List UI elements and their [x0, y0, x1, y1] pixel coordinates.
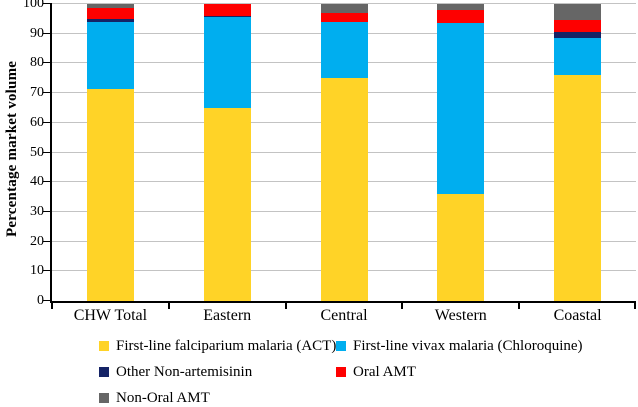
y-tick-mark [43, 92, 50, 94]
legend-item: First-line falciparium malaria (ACT) [99, 336, 336, 356]
y-tick-mark [43, 270, 50, 272]
y-tick-label: 100 [23, 0, 44, 11]
bar-segment [320, 21, 368, 79]
legend-label: Oral AMT [353, 364, 416, 380]
legend-label: Other Non-artemisinin [116, 364, 253, 380]
bar-segment [320, 12, 368, 22]
legend-swatch [99, 393, 109, 403]
x-category-label: Eastern [203, 307, 252, 324]
bar-segment [554, 20, 602, 33]
bar-segment [86, 4, 134, 9]
x-tick-mark [167, 303, 170, 309]
x-category-label: Central [320, 307, 368, 324]
y-tick-label: 0 [37, 293, 44, 308]
bar-segment [203, 15, 251, 18]
y-tick-label: 50 [30, 144, 44, 160]
x-tick-mark [634, 303, 636, 309]
x-tick-mark [518, 303, 521, 309]
x-tick-mark [51, 303, 53, 309]
legend-item: Non-Oral AMT [99, 388, 336, 407]
y-tick-mark [43, 3, 50, 4]
y-tick-label: 10 [30, 263, 44, 279]
y-tick-label: 20 [30, 233, 44, 249]
x-category-label: Coastal [553, 307, 602, 324]
legend-swatch [336, 341, 346, 351]
y-tick-mark [43, 300, 50, 301]
bar-segment [437, 9, 485, 24]
legend: First-line falciparium malaria (ACT) Firs… [99, 336, 599, 407]
y-tick-mark [43, 121, 50, 123]
y-tick-label: 80 [30, 55, 44, 71]
bar-segment [86, 18, 134, 22]
bar-segment [203, 4, 251, 16]
y-axis-tick-labels: 0 10 20 30 40 50 60 70 80 90 100 [0, 0, 44, 308]
bar-segment [86, 8, 134, 19]
bar-segment [554, 32, 602, 39]
y-tick-label: 90 [30, 25, 44, 41]
y-tick-mark [43, 181, 50, 183]
plot-area [43, 3, 636, 309]
y-tick-label: 60 [30, 114, 44, 130]
bar-segment [554, 75, 602, 301]
legend-swatch [99, 341, 109, 351]
bar-segment [203, 17, 251, 108]
x-tick-mark [284, 303, 287, 309]
y-tick-mark [43, 62, 50, 64]
bar-segment [86, 21, 134, 89]
y-tick-label: 70 [30, 85, 44, 101]
x-category-label: Western [434, 307, 487, 324]
bar-segment [320, 78, 368, 301]
bar-segment [437, 23, 485, 195]
y-tick-mark [43, 240, 50, 242]
x-axis-category-labels: CHW Total Eastern Central Western Coastal [52, 307, 636, 327]
y-tick-label: 30 [30, 203, 44, 219]
gridline-100 [52, 3, 636, 4]
legend-label: First-line falciparium malaria (ACT) [116, 338, 337, 354]
legend-item: First-line vivax malaria (Chloroquine) [336, 336, 599, 356]
legend-swatch [336, 367, 346, 377]
y-tick-mark [43, 151, 50, 153]
y-tick-mark [43, 32, 50, 34]
bar-segment [554, 38, 602, 76]
bar-segment [437, 194, 485, 301]
x-axis-line [50, 301, 636, 303]
bar-segment [320, 4, 368, 13]
x-category-label: CHW Total [73, 307, 148, 324]
legend-item: Oral AMT [336, 362, 599, 382]
bar-segment [554, 4, 602, 21]
y-axis-line [50, 3, 52, 303]
y-tick-mark [43, 210, 50, 212]
y-tick-label: 40 [30, 174, 44, 190]
bar-segment [86, 88, 134, 301]
x-tick-mark [401, 303, 404, 309]
bar-segment [203, 107, 251, 301]
legend-label: Non-Oral AMT [116, 390, 210, 406]
legend-item: Other Non-artemisinin [99, 362, 336, 382]
bar-segment [437, 4, 485, 10]
legend-swatch [99, 367, 109, 377]
legend-label: First-line vivax malaria (Chloroquine) [353, 338, 583, 354]
